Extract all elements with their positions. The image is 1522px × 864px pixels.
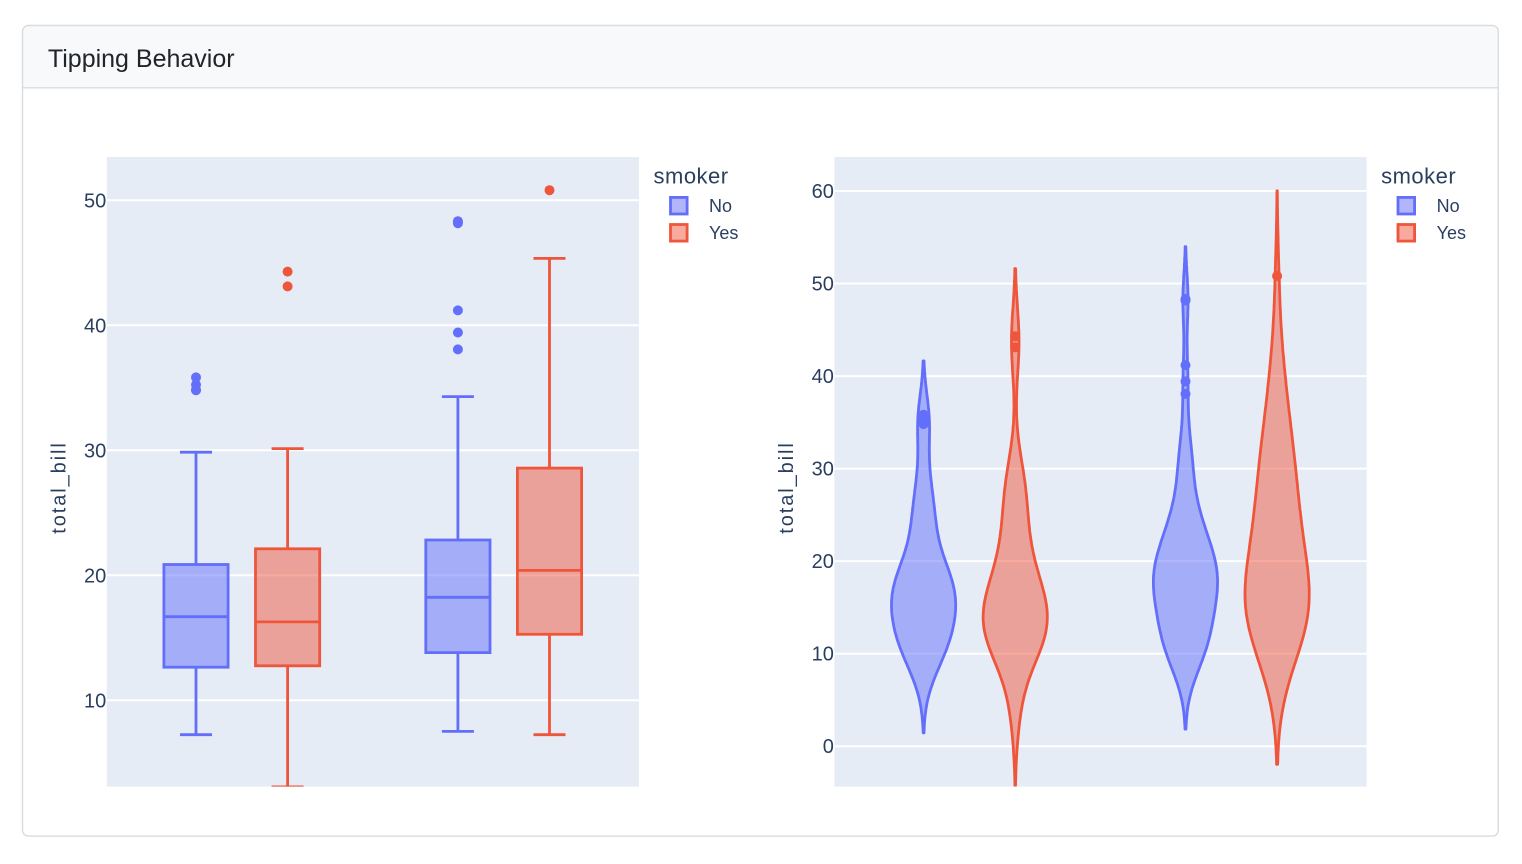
- svg-text:Yes: Yes: [709, 223, 738, 243]
- svg-text:40: 40: [84, 315, 106, 337]
- svg-text:10: 10: [84, 690, 106, 712]
- svg-text:No: No: [1437, 196, 1460, 216]
- svg-text:Tipping Behavior: Tipping Behavior: [48, 45, 235, 73]
- svg-text:20: 20: [84, 565, 106, 587]
- svg-text:10: 10: [812, 644, 834, 666]
- svg-text:50: 50: [84, 190, 106, 212]
- svg-text:60: 60: [812, 181, 834, 203]
- svg-text:total_bill: total_bill: [48, 441, 70, 533]
- svg-text:40: 40: [812, 366, 834, 388]
- svg-text:smoker: smoker: [1381, 164, 1456, 189]
- svg-text:30: 30: [84, 440, 106, 462]
- svg-text:50: 50: [812, 274, 834, 296]
- svg-text:smoker: smoker: [654, 164, 729, 189]
- svg-text:total_bill: total_bill: [776, 441, 798, 533]
- svg-text:0: 0: [823, 736, 834, 758]
- svg-text:20: 20: [812, 551, 834, 573]
- svg-text:No: No: [709, 196, 732, 216]
- svg-text:30: 30: [812, 459, 834, 481]
- svg-text:Yes: Yes: [1437, 223, 1466, 243]
